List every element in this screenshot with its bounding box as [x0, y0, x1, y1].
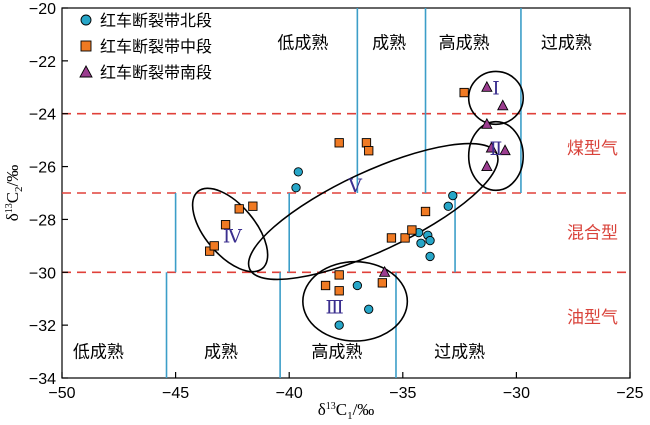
group-label-3: Ⅳ [223, 225, 243, 247]
legend-marker-0 [80, 14, 92, 26]
x-axis-title: δ13C1/‰ [318, 400, 375, 422]
legend-label-1: 红车断裂带中段 [100, 37, 212, 56]
point-1-15 [334, 286, 344, 296]
point-2-4 [499, 144, 511, 156]
gas-type-label-2: 油型气 [567, 308, 618, 328]
lower-zone-label-3: 过成熟 [434, 342, 485, 363]
group-label-4: Ⅴ [347, 175, 362, 197]
point-1-14 [334, 270, 344, 280]
legend-label-2: 红车断裂带南段 [100, 63, 212, 82]
group-ellipse-4 [247, 142, 499, 281]
group-label-2: Ⅲ [325, 297, 343, 319]
y-tick-label-3: −26 [29, 160, 56, 177]
upper-zone-label-3: 过成熟 [541, 32, 592, 53]
point-1-12 [420, 206, 431, 217]
lower-zone-label-1: 成熟 [204, 342, 238, 363]
point-0-1 [291, 183, 301, 193]
legend-marker-1 [80, 40, 92, 52]
point-0-11 [334, 320, 344, 330]
group-ellipse-1 [467, 120, 525, 192]
group-label-1: Ⅱ [489, 138, 502, 160]
point-1-0 [459, 87, 469, 98]
legend-label-0: 红车断裂带北段 [100, 11, 212, 30]
point-1-9 [386, 233, 397, 243]
group-ellipse-0 [467, 70, 525, 126]
point-1-13 [320, 280, 331, 291]
point-1-1 [334, 138, 344, 148]
lower-zone-label-2: 高成熟 [311, 342, 362, 363]
point-2-6 [378, 265, 391, 277]
gas-type-label-0: 煤型气 [567, 139, 618, 159]
point-2-1 [497, 99, 509, 111]
point-0-0 [293, 167, 303, 177]
point-1-2 [361, 138, 372, 148]
point-2-3 [485, 141, 498, 153]
point-0-7 [425, 235, 435, 246]
gas-type-label-1: 混合型 [567, 224, 618, 244]
y-tick-label-5: −30 [29, 265, 56, 282]
x-tick-label-2: −40 [276, 385, 303, 402]
y-tick-label-6: −32 [29, 318, 56, 335]
point-0-6 [416, 238, 426, 248]
point-1-3 [364, 146, 374, 156]
point-1-6 [220, 220, 231, 230]
point-0-2 [443, 201, 453, 211]
point-2-2 [481, 117, 493, 129]
point-0-9 [352, 280, 363, 291]
point-1-5 [209, 241, 219, 251]
point-1-8 [248, 201, 258, 211]
point-0-10 [364, 304, 374, 314]
x-tick-label-1: −45 [162, 385, 189, 402]
upper-zone-label-2: 高成熟 [439, 32, 490, 53]
x-tick-label-3: −35 [389, 385, 416, 402]
point-1-7 [234, 204, 244, 214]
point-1-16 [377, 278, 388, 288]
point-1-11 [407, 225, 417, 235]
point-1-10 [400, 233, 410, 243]
x-tick-label-4: −30 [503, 385, 530, 402]
point-2-0 [481, 80, 493, 92]
x-tick-label-0: −50 [48, 385, 75, 402]
upper-zone-label-1: 成熟 [372, 32, 406, 53]
y-axis-title: δ13C2/‰ [3, 165, 25, 222]
point-2-5 [481, 160, 493, 172]
point-0-3 [448, 190, 458, 201]
y-tick-label-2: −24 [29, 107, 56, 124]
y-tick-label-0: −20 [29, 1, 56, 18]
upper-zone-label-0: 低成熟 [277, 32, 328, 53]
x-tick-label-5: −25 [616, 385, 643, 402]
y-tick-label-7: −34 [29, 371, 56, 388]
legend-marker-2 [79, 65, 93, 78]
y-tick-label-1: −22 [29, 54, 56, 71]
group-label-0: Ⅰ [492, 77, 500, 99]
lower-zone-label-0: 低成熟 [73, 342, 124, 363]
y-tick-label-4: −28 [29, 212, 56, 229]
point-0-8 [425, 251, 435, 262]
